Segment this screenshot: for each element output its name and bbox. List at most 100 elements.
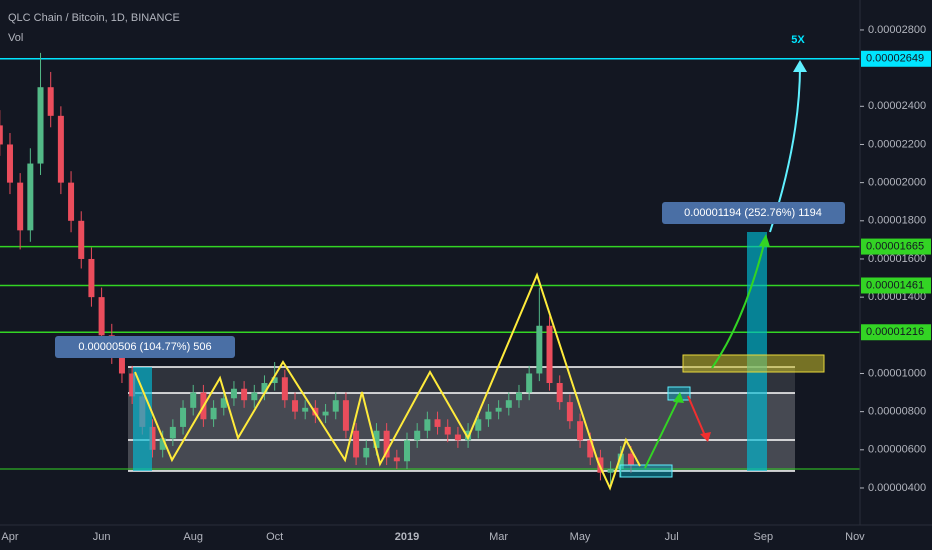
- arrow-head: [673, 392, 684, 403]
- candle-body: [485, 411, 492, 420]
- candle-body: [556, 383, 563, 403]
- candle-body: [220, 398, 227, 408]
- candle-body: [566, 402, 573, 422]
- candle-body: [251, 392, 258, 401]
- y-tick-label: 0.00002000: [868, 177, 926, 189]
- x-tick-label: Sep: [754, 531, 774, 543]
- candle-body: [495, 407, 502, 412]
- measure-label: 0.00001194 (252.76%) 1194: [684, 207, 822, 219]
- x-tick-label: Jul: [665, 531, 679, 543]
- candle-body: [281, 377, 288, 401]
- candle-body: [302, 407, 309, 412]
- price-tag-label: 0.00001461: [866, 279, 924, 291]
- candle-body: [159, 438, 166, 450]
- x-tick-label: Nov: [845, 531, 865, 543]
- candle-body: [78, 220, 85, 259]
- price-tag-label: 0.00001216: [866, 326, 924, 338]
- x-tick-label: Aug: [183, 531, 203, 543]
- y-tick-label: 0.00001600: [868, 253, 926, 265]
- measure-label-bg: [662, 202, 845, 224]
- candle-body: [505, 400, 512, 408]
- candle-body: [17, 182, 24, 231]
- candle-body: [434, 419, 441, 427]
- candle-body: [271, 377, 278, 384]
- x-tick-label: May: [570, 531, 591, 543]
- price-tag: [861, 324, 931, 341]
- y-tick-label: 0.00000600: [868, 444, 926, 456]
- y-tick-label: 0.00001000: [868, 367, 926, 379]
- candle-body: [424, 419, 431, 431]
- candle-body: [230, 388, 237, 399]
- y-tick-label: 0.00000400: [868, 482, 926, 494]
- price-tag: [861, 238, 931, 255]
- candle-body: [393, 457, 400, 462]
- candle-body: [383, 430, 390, 458]
- arrow-head: [759, 234, 770, 247]
- candle-body: [332, 400, 339, 412]
- candle-body: [627, 453, 634, 466]
- annotation: 5X: [791, 34, 805, 46]
- candle-body: [0, 125, 3, 145]
- candle-body: [414, 430, 421, 441]
- arrow-head: [793, 60, 807, 72]
- price-tag: [861, 50, 931, 67]
- candle-body: [292, 400, 299, 412]
- candle-body: [47, 87, 54, 116]
- candle-body: [169, 426, 176, 439]
- candle-body: [577, 421, 584, 441]
- candle-body: [129, 373, 136, 397]
- candle-body: [454, 434, 461, 441]
- candle-body: [149, 426, 156, 450]
- arrow-up: [644, 395, 681, 469]
- candle-body: [475, 419, 482, 431]
- candle-body: [617, 453, 624, 469]
- arrow-head: [700, 432, 711, 442]
- zigzag: [134, 272, 641, 491]
- y-tick-label: 0.00001400: [868, 291, 926, 303]
- candle-body: [241, 388, 248, 401]
- candle-body: [68, 182, 75, 221]
- zone-lower: [128, 393, 795, 471]
- candle-body: [515, 392, 522, 401]
- price-tag: [861, 277, 931, 294]
- candle-body: [404, 440, 410, 462]
- candle-body: [536, 325, 543, 374]
- y-tick-label: 0.00001800: [868, 215, 926, 227]
- x-tick-label: Apr: [1, 531, 18, 543]
- y-tick-label: 0.00002200: [868, 138, 926, 150]
- candle-body: [98, 297, 105, 336]
- x-tick-label: 2019: [395, 531, 419, 543]
- chart-title: QLC Chain / Bitcoin, 1D, BINANCE: [8, 12, 180, 24]
- arrow-up: [711, 239, 766, 369]
- candle-body: [180, 407, 187, 427]
- candle-body: [27, 163, 34, 231]
- candle-body: [37, 87, 44, 164]
- x-tick-label: Oct: [266, 531, 283, 543]
- plot-area: [0, 58, 860, 334]
- measure-label-bg: [55, 336, 235, 358]
- price-tag-label: 0.00001665: [866, 240, 924, 252]
- y-tick-label: 0.00002800: [868, 24, 926, 36]
- candle-body: [373, 430, 380, 448]
- candle-body: [587, 440, 594, 458]
- price-tag-label: 0.00002649: [866, 53, 924, 65]
- price-axis: [860, 0, 932, 550]
- candle-body: [342, 400, 349, 431]
- range-box: [0, 366, 860, 472]
- candle-body: [118, 354, 125, 374]
- candle-body: [88, 258, 95, 298]
- x-tick-label: Mar: [489, 531, 508, 543]
- y-tick-label: 0.00002400: [868, 100, 926, 112]
- measure-label: 0.00000506 (104.77%) 506: [78, 341, 211, 353]
- candle-body: [444, 426, 451, 435]
- candle-body: [607, 468, 614, 473]
- arrow-down: [687, 395, 707, 439]
- candle-body: [526, 373, 533, 393]
- candle-body: [57, 115, 64, 183]
- candle-body: [210, 407, 217, 420]
- axes: 0.00000400 0.00000600 0.00000800 0.00001000…: [1, 24, 931, 543]
- candle-body: [363, 447, 370, 458]
